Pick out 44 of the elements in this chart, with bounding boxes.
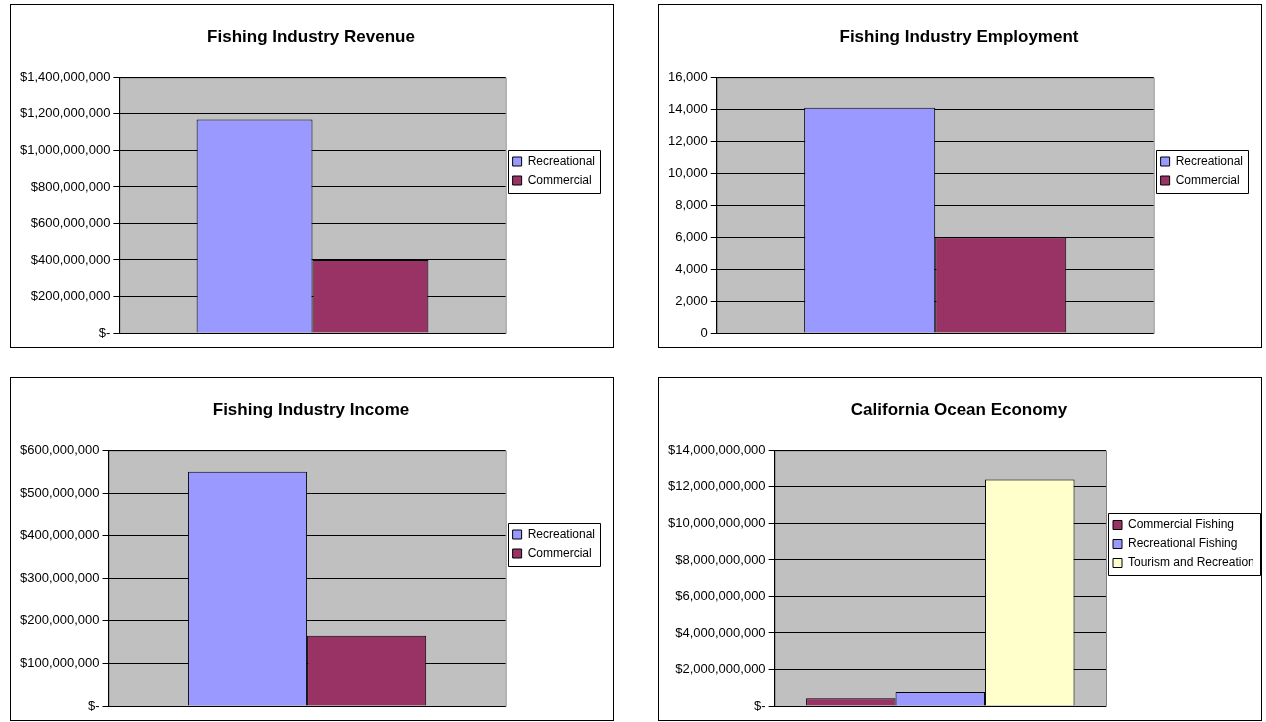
y-tick-label: $400,000,000 bbox=[19, 527, 100, 543]
legend-label: Recreational bbox=[527, 153, 595, 168]
legend-label: Commercial bbox=[527, 545, 592, 560]
y-tick-label: $1,000,000,000 bbox=[19, 142, 111, 158]
legend-label: Commercial Fishing bbox=[1128, 517, 1235, 532]
legend-label: Commercial bbox=[527, 172, 592, 187]
y-tick-label: $600,000,000 bbox=[19, 441, 100, 457]
y-tick-label: $6,000,000,000 bbox=[675, 588, 766, 604]
y-tick-label: 10,000 bbox=[668, 164, 708, 180]
chart-title: Fishing Industry Income bbox=[212, 399, 410, 419]
y-tick-label: $- bbox=[98, 324, 111, 340]
y-tick-label: $8,000,000,000 bbox=[675, 551, 766, 567]
y-tick-label: $2,000,000,000 bbox=[675, 661, 766, 677]
y-tick-label: $4,000,000,000 bbox=[675, 624, 766, 640]
y-tick-label: 0 bbox=[700, 324, 708, 340]
y-tick-label: 16,000 bbox=[668, 68, 708, 84]
chart-title: California Ocean Economy bbox=[850, 399, 1068, 419]
y-tick-label: $100,000,000 bbox=[19, 654, 100, 670]
y-tick-label: $400,000,000 bbox=[30, 251, 111, 267]
y-tick-label: $- bbox=[754, 697, 766, 713]
y-tick-label: 6,000 bbox=[675, 228, 708, 244]
chart-title: Fishing Industry Revenue bbox=[207, 26, 415, 46]
y-tick-label: 12,000 bbox=[668, 132, 708, 148]
y-tick-label: $600,000,000 bbox=[30, 215, 111, 231]
y-tick-label: $10,000,000,000 bbox=[667, 515, 766, 531]
y-tick-label: $200,000,000 bbox=[30, 288, 111, 304]
y-tick-label: $200,000,000 bbox=[19, 612, 100, 628]
legend-label: Recreational Fishing bbox=[1128, 536, 1238, 551]
y-tick-label: $1,200,000,000 bbox=[19, 105, 111, 121]
y-tick-label: 14,000 bbox=[668, 100, 708, 116]
y-tick-label: $500,000,000 bbox=[19, 484, 100, 500]
legend-label: Recreational bbox=[527, 526, 595, 541]
y-tick-label: 8,000 bbox=[675, 196, 708, 212]
y-tick-label: $800,000,000 bbox=[30, 178, 111, 194]
y-tick-label: $300,000,000 bbox=[19, 569, 100, 585]
y-tick-label: $- bbox=[87, 697, 100, 713]
y-tick-label: $14,000,000,000 bbox=[667, 441, 766, 457]
legend-label: Recreational bbox=[1175, 153, 1243, 168]
y-tick-label: 4,000 bbox=[675, 260, 708, 276]
y-tick-label: $12,000,000,000 bbox=[667, 478, 766, 494]
y-tick-label: $1,400,000,000 bbox=[19, 68, 111, 84]
y-tick-label: 2,000 bbox=[675, 292, 708, 308]
chart-title: Fishing Industry Employment bbox=[839, 26, 1079, 46]
legend-label: Commercial bbox=[1175, 172, 1240, 187]
